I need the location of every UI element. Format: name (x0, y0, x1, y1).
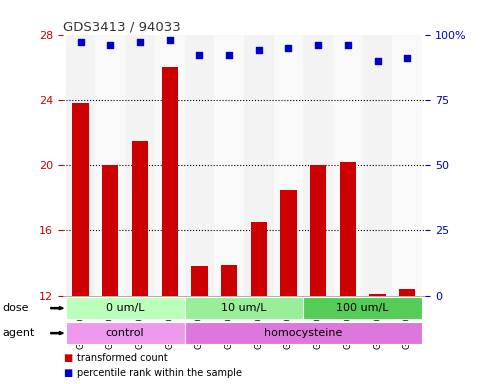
Bar (340, 162, 356, 296)
Text: homocysteine: homocysteine (264, 328, 342, 338)
Bar (310, 165, 327, 296)
Text: 10 um/L: 10 um/L (221, 303, 267, 313)
Bar (66, 35, 96, 296)
Bar (369, 294, 386, 296)
Bar (185, 297, 303, 319)
Bar (214, 35, 244, 296)
Point (314, 42, 322, 48)
Bar (72, 103, 89, 296)
Point (403, 55, 411, 61)
Point (284, 45, 292, 51)
Point (106, 42, 114, 48)
Point (225, 52, 233, 58)
Text: control: control (106, 328, 144, 338)
Point (136, 39, 144, 45)
Bar (333, 35, 363, 296)
Bar (66, 322, 185, 344)
Point (255, 47, 263, 53)
Point (344, 42, 352, 48)
Bar (155, 35, 185, 296)
Point (196, 52, 203, 58)
Bar (244, 35, 273, 296)
Bar (221, 265, 237, 296)
Bar (280, 190, 297, 296)
Bar (125, 35, 155, 296)
Point (77, 39, 85, 45)
Bar (392, 35, 422, 296)
Point (166, 37, 173, 43)
Text: dose: dose (2, 303, 29, 313)
Text: 0 um/L: 0 um/L (106, 303, 144, 313)
Bar (161, 67, 178, 296)
Text: agent: agent (2, 328, 35, 338)
Bar (185, 322, 422, 344)
Bar (363, 35, 392, 296)
Bar (132, 141, 148, 296)
Bar (303, 297, 422, 319)
Bar (66, 297, 185, 319)
Bar (251, 222, 267, 296)
Bar (273, 35, 303, 296)
Bar (185, 35, 214, 296)
Text: 100 um/L: 100 um/L (337, 303, 389, 313)
Bar (96, 35, 125, 296)
Text: percentile rank within the sample: percentile rank within the sample (77, 368, 242, 378)
Text: ■: ■ (63, 368, 72, 378)
Text: transformed count: transformed count (77, 353, 168, 363)
Text: GDS3413 / 94033: GDS3413 / 94033 (63, 20, 181, 33)
Bar (399, 289, 415, 296)
Text: ■: ■ (63, 353, 72, 363)
Point (374, 58, 382, 64)
Bar (102, 165, 118, 296)
Bar (303, 35, 333, 296)
Bar (191, 266, 208, 296)
